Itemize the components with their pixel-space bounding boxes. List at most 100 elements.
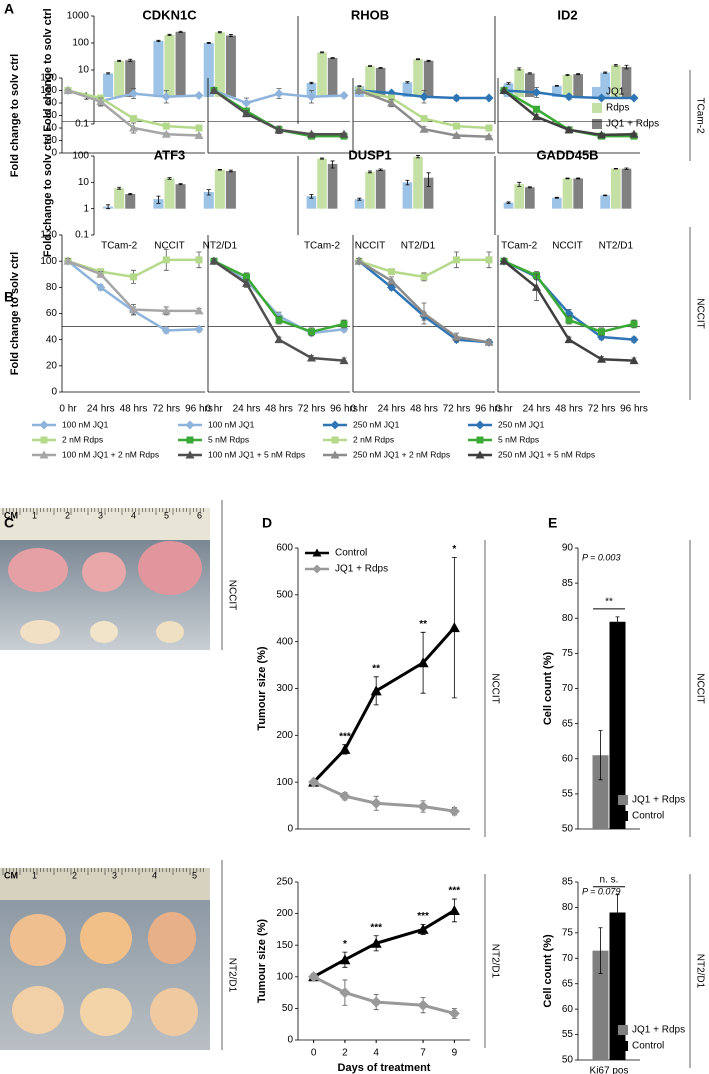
significance: *** <box>417 911 429 922</box>
bar <box>402 82 413 97</box>
y-tick-label: 55 <box>562 1029 574 1040</box>
series-line <box>213 260 345 362</box>
error-bar <box>156 195 161 204</box>
series-line <box>67 260 199 313</box>
y-tick-label: 100 <box>276 777 293 788</box>
marker <box>339 743 351 754</box>
marker <box>417 999 429 1011</box>
legend-label: 250 nM JQ1 <box>498 419 545 429</box>
significance: ** <box>605 596 613 607</box>
marker <box>417 801 429 813</box>
error-bar <box>613 64 618 67</box>
y-tick-label: 100 <box>72 38 89 49</box>
y-tick-label: 1000 <box>67 11 90 22</box>
marker <box>331 436 339 444</box>
marker <box>370 937 382 948</box>
marker <box>63 256 73 265</box>
marker <box>475 450 485 459</box>
error-bar <box>416 155 420 159</box>
x-tick-label: 0 hr <box>350 404 368 415</box>
y-tick-label: 85 <box>562 877 574 888</box>
y-tick-label: 60 <box>46 110 58 121</box>
bar <box>114 60 125 97</box>
marker <box>388 268 395 276</box>
marker <box>40 436 48 444</box>
error-bar <box>624 167 629 170</box>
marker <box>307 129 316 138</box>
bar <box>153 40 164 97</box>
error-bar <box>357 197 362 201</box>
marker <box>161 129 171 138</box>
y-tick-label: 60 <box>46 308 58 319</box>
ruler-number: 2 <box>72 870 77 880</box>
ruler-number: 1 <box>32 870 37 880</box>
marker <box>161 306 171 315</box>
marker <box>564 335 574 344</box>
marker <box>130 273 137 281</box>
bar <box>327 57 338 97</box>
row-label: NCCIT <box>226 580 237 611</box>
marker <box>370 685 382 696</box>
row-label: NT2/D1 <box>226 958 237 993</box>
bar <box>600 72 610 97</box>
marker <box>96 269 106 278</box>
x-tick-label: 48 hrs <box>120 404 148 415</box>
chart-title: ATF3 <box>154 147 186 162</box>
marker <box>195 256 203 264</box>
marker <box>96 282 106 292</box>
error-bar <box>615 616 620 628</box>
bar <box>413 156 423 209</box>
y-tick-label: 20 <box>46 135 58 146</box>
error-bar <box>320 157 324 160</box>
legend-label: 100 nM JQ1 + 5 nM Rdps <box>208 449 305 459</box>
marker <box>185 420 195 430</box>
legend-label: JQ1 + Rdps <box>606 119 659 130</box>
p-value: P = 0.079 <box>582 886 620 896</box>
x-tick-label: 72 hrs <box>152 404 180 415</box>
marker <box>370 996 382 1008</box>
bar <box>503 202 514 209</box>
marker <box>370 797 382 809</box>
y-tick-label: 200 <box>276 730 293 741</box>
bar <box>203 191 214 209</box>
marker <box>452 93 461 103</box>
y-axis-label: Fold change to solv ctrl <box>42 134 54 257</box>
marker <box>129 123 138 132</box>
chart-title: RHOB <box>351 7 389 22</box>
y-tick-label: 90 <box>562 543 574 554</box>
error-bar <box>167 177 172 180</box>
y-tick-label: 85 <box>562 578 574 589</box>
marker <box>420 115 428 123</box>
legend-label: JQ1 + Rdps <box>335 564 388 575</box>
marker <box>339 987 351 999</box>
p-value: P = 0.003 <box>582 552 620 562</box>
legend-swatch <box>618 1025 628 1035</box>
marker <box>598 328 605 336</box>
ruler-unit: CM <box>4 510 18 520</box>
y-tick-label: 65 <box>562 978 574 989</box>
bar <box>317 158 327 209</box>
x-tick-label: 96 hrs <box>475 404 503 415</box>
y-tick-label: 80 <box>562 613 574 624</box>
marker <box>354 256 364 265</box>
error-bar <box>117 186 122 190</box>
error-bar <box>527 186 532 189</box>
bar <box>514 68 524 97</box>
bar <box>514 184 524 209</box>
bar <box>365 171 375 209</box>
error-bar <box>603 71 608 74</box>
ruler-number: 3 <box>112 870 117 880</box>
marker <box>162 122 170 130</box>
bar <box>317 52 327 97</box>
marker <box>484 132 494 141</box>
x-tick-label: 24 hrs <box>233 404 261 415</box>
error-bar <box>603 194 608 197</box>
marker <box>564 125 574 134</box>
marker <box>475 420 485 430</box>
error-bar <box>330 57 335 59</box>
error-bar <box>565 177 570 180</box>
bar <box>203 43 214 97</box>
bar <box>413 59 423 97</box>
marker <box>597 130 606 139</box>
bar <box>306 83 317 97</box>
